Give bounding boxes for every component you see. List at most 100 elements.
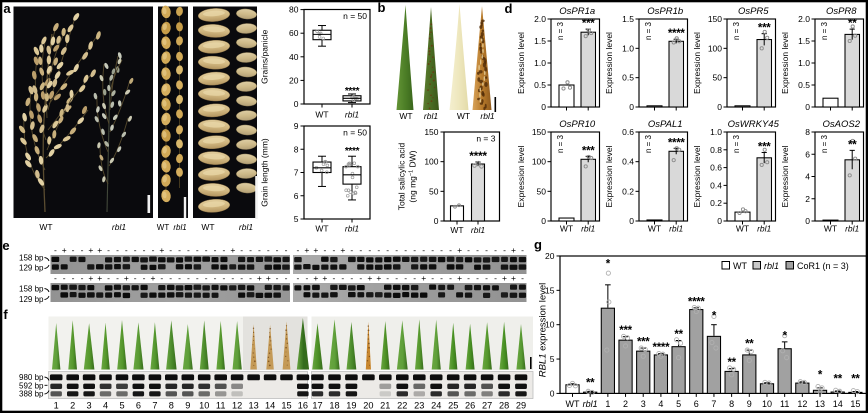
- svg-text:-: -: [178, 273, 181, 283]
- svg-text:158 bp: 158 bp: [19, 253, 44, 262]
- svg-text:-: -: [440, 245, 443, 255]
- svg-text:0: 0: [717, 102, 722, 112]
- svg-text:-: -: [134, 245, 137, 255]
- svg-text:129 bp: 129 bp: [19, 264, 44, 273]
- svg-text:Expression level: Expression level: [780, 32, 790, 94]
- svg-text:+: +: [421, 273, 426, 283]
- svg-text:Total salicylic acid: Total salicylic acid: [397, 142, 407, 210]
- svg-text:-: -: [169, 273, 172, 283]
- svg-text:8: 8: [294, 144, 299, 154]
- svg-text:20: 20: [289, 75, 299, 85]
- svg-text:-: -: [377, 245, 380, 255]
- svg-text:Expression level: Expression level: [604, 32, 614, 94]
- svg-text:-: -: [187, 273, 190, 283]
- svg-text:CoR1 (n = 3): CoR1 (n = 3): [797, 261, 849, 271]
- svg-text:-: -: [395, 273, 398, 283]
- svg-text:-: -: [359, 273, 362, 283]
- svg-text:WT: WT: [315, 110, 328, 120]
- svg-text:1.5: 1.5: [798, 36, 810, 46]
- svg-text:7: 7: [711, 399, 716, 409]
- svg-text:+: +: [230, 245, 235, 255]
- svg-text:***: ***: [619, 325, 632, 337]
- svg-text:-: -: [107, 273, 110, 283]
- svg-text:20: 20: [363, 401, 373, 411]
- svg-text:-: -: [404, 245, 407, 255]
- svg-text:-: -: [395, 245, 398, 255]
- svg-text:***: ***: [758, 141, 771, 153]
- svg-text:+: +: [340, 245, 345, 255]
- svg-text:+: +: [376, 273, 381, 283]
- svg-text:150: 150: [424, 127, 438, 137]
- svg-text:+: +: [97, 245, 102, 255]
- svg-text:OsPR10: OsPR10: [559, 119, 596, 130]
- svg-text:-: -: [81, 245, 84, 255]
- svg-text:1.0: 1.0: [534, 58, 546, 68]
- svg-text:-: -: [341, 273, 344, 283]
- svg-text:OsPAL1: OsPAL1: [648, 119, 683, 130]
- svg-text:4: 4: [805, 172, 810, 182]
- svg-text:-: -: [431, 245, 434, 255]
- svg-text:f: f: [3, 307, 8, 322]
- svg-text:13: 13: [815, 399, 825, 409]
- svg-text:-: -: [222, 245, 225, 255]
- svg-text:0: 0: [434, 216, 439, 226]
- svg-text:980 bp: 980 bp: [19, 373, 44, 382]
- svg-text:-: -: [467, 245, 470, 255]
- svg-text:0: 0: [541, 216, 546, 226]
- svg-text:24: 24: [431, 401, 441, 411]
- svg-text:1.0: 1.0: [622, 43, 634, 53]
- svg-text:10: 10: [199, 401, 209, 411]
- svg-text:****: ****: [469, 149, 487, 163]
- svg-text:+: +: [304, 245, 309, 255]
- svg-text:+: +: [257, 273, 262, 283]
- svg-text:-: -: [231, 273, 234, 283]
- svg-text:n = 3: n = 3: [820, 21, 829, 40]
- svg-text:7: 7: [294, 168, 299, 178]
- svg-text:*: *: [606, 259, 611, 271]
- svg-text:60: 60: [289, 28, 299, 38]
- svg-text:***: ***: [582, 145, 595, 157]
- svg-text:0: 0: [629, 102, 634, 112]
- svg-text:7: 7: [152, 401, 157, 411]
- svg-text:1.0: 1.0: [798, 58, 810, 68]
- svg-text:0.5: 0.5: [622, 73, 634, 83]
- svg-text:1.0: 1.0: [710, 127, 722, 137]
- svg-text:Expression level: Expression level: [516, 145, 526, 207]
- svg-text:**: **: [834, 374, 843, 386]
- svg-text:****: ****: [653, 342, 671, 354]
- svg-text:50: 50: [713, 73, 723, 83]
- svg-text:rbl1: rbl1: [471, 225, 485, 235]
- svg-text:**: **: [848, 18, 857, 30]
- svg-text:OsPR1a: OsPR1a: [559, 6, 595, 17]
- svg-text:12: 12: [797, 399, 807, 409]
- svg-text:15: 15: [850, 399, 860, 409]
- svg-text:g: g: [534, 237, 542, 252]
- svg-text:+: +: [457, 245, 462, 255]
- svg-text:-: -: [285, 273, 288, 283]
- svg-text:WT: WT: [450, 225, 463, 235]
- svg-text:***: ***: [758, 23, 771, 35]
- svg-text:6: 6: [294, 191, 299, 201]
- svg-text:****: ****: [345, 146, 360, 157]
- svg-text:-: -: [125, 245, 128, 255]
- svg-text:-: -: [386, 245, 389, 255]
- svg-text:n = 50: n = 50: [343, 11, 367, 21]
- svg-text:-: -: [205, 273, 208, 283]
- svg-text:1.5: 1.5: [534, 36, 546, 46]
- svg-text:9: 9: [294, 121, 299, 131]
- svg-text:-: -: [240, 273, 243, 283]
- svg-text:100: 100: [708, 43, 722, 53]
- svg-text:WT: WT: [736, 224, 749, 234]
- svg-text:-: -: [413, 245, 416, 255]
- svg-text:-: -: [169, 245, 172, 255]
- svg-text:0.2: 0.2: [622, 186, 634, 196]
- svg-text:13: 13: [248, 401, 258, 411]
- svg-text:22: 22: [397, 401, 407, 411]
- svg-text:WT: WT: [824, 224, 837, 234]
- svg-text:**: **: [586, 378, 595, 390]
- svg-text:0: 0: [717, 216, 722, 226]
- svg-text:OsPR5: OsPR5: [738, 6, 769, 17]
- svg-text:WT: WT: [733, 261, 747, 271]
- svg-text:8: 8: [169, 401, 174, 411]
- svg-text:11: 11: [780, 399, 789, 409]
